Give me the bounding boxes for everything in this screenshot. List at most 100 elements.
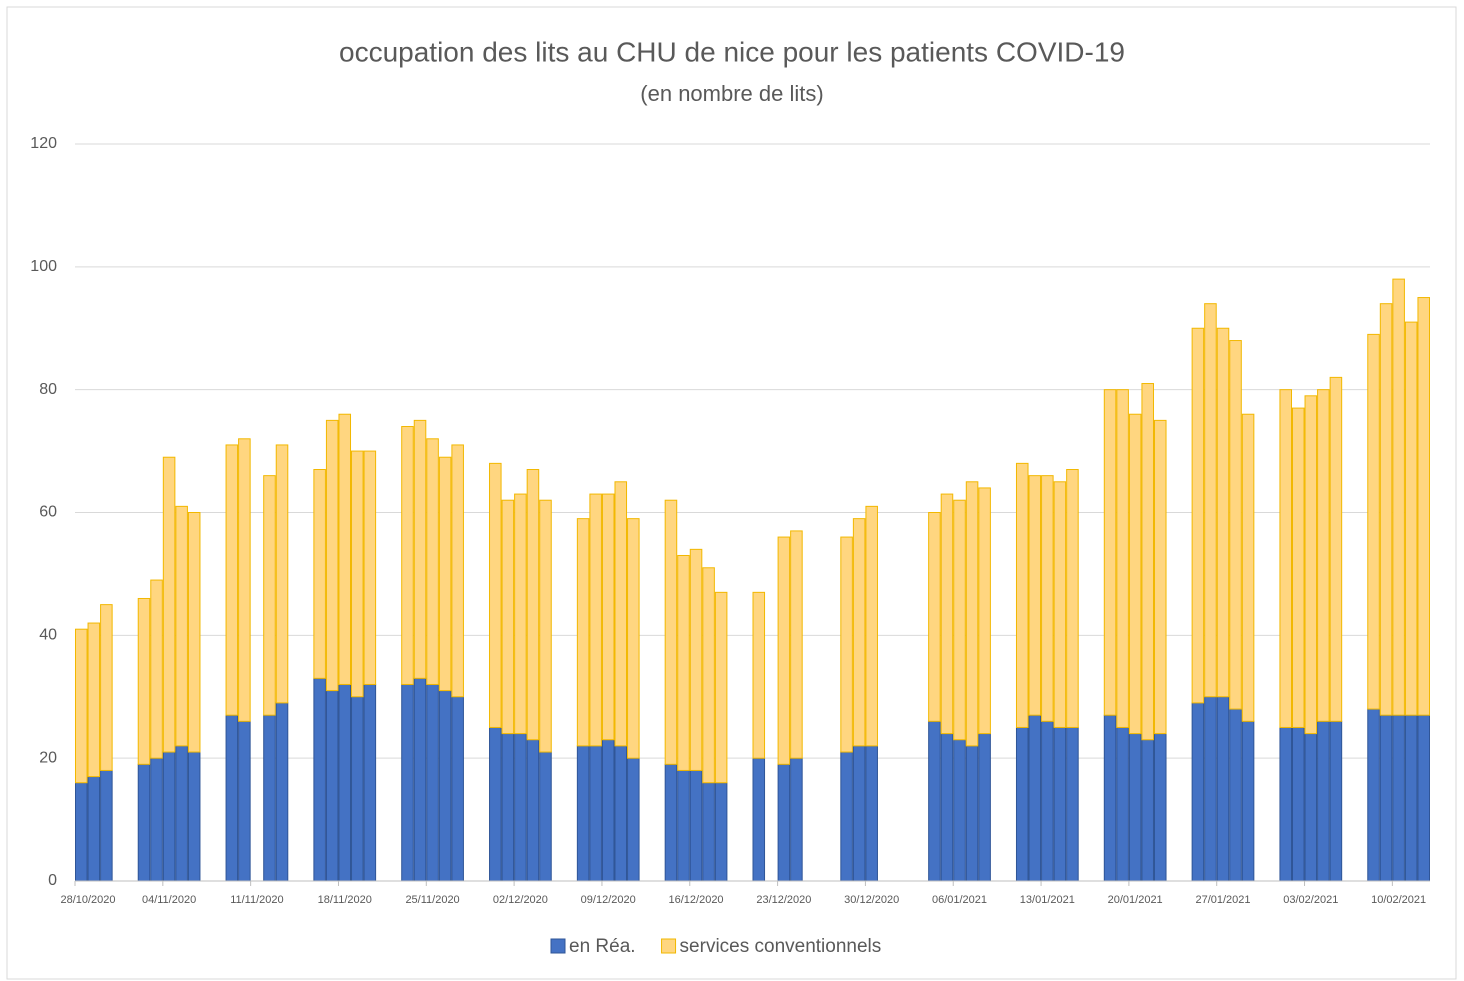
- bar-segment: [539, 751, 552, 882]
- y-tick-label: 120: [30, 135, 57, 152]
- bar-segment: [1216, 696, 1230, 882]
- bar-segment: [187, 751, 201, 882]
- bar-segment: [677, 554, 690, 771]
- bar-segment: [413, 419, 427, 679]
- bar-segment: [313, 469, 326, 679]
- bar-segment: [714, 782, 728, 882]
- bar-segment: [363, 683, 377, 882]
- bar-segment: [965, 481, 979, 747]
- bar-segment: [150, 757, 163, 882]
- bar-segment: [1015, 462, 1029, 728]
- x-tick-label: 25/11/2020: [405, 894, 459, 906]
- x-tick-label: 28/10/2020: [60, 894, 115, 906]
- bar-segment: [1379, 303, 1393, 716]
- bar-segment: [852, 745, 866, 882]
- bar-segment: [1404, 714, 1418, 882]
- bar-segment: [1204, 303, 1217, 698]
- bar-segment: [1041, 720, 1054, 882]
- bar-segment: [689, 548, 703, 771]
- bar-segment: [614, 481, 628, 747]
- bar-segment: [325, 690, 339, 882]
- bar-segment: [1053, 726, 1067, 882]
- bar-segment: [1229, 340, 1242, 710]
- x-tick-label: 11/11/2020: [230, 894, 283, 906]
- bar-segment: [451, 444, 464, 698]
- bar-segment: [576, 518, 590, 747]
- bar-segment: [426, 438, 439, 685]
- bar-segment: [162, 751, 176, 882]
- bar-segment: [338, 413, 352, 685]
- legend-swatch: [550, 938, 566, 954]
- legend-label: en Réa.: [569, 936, 636, 957]
- x-tick-label: 03/02/2021: [1283, 894, 1338, 906]
- chart-title: occupation des lits au CHU de nice pour …: [339, 36, 1125, 67]
- bar-segment: [263, 714, 276, 882]
- bar-segment: [263, 475, 276, 716]
- bar-segment: [225, 714, 239, 882]
- x-tick-label: 13/01/2021: [1020, 894, 1075, 906]
- bar-segment: [1128, 733, 1142, 882]
- bar-segment: [940, 733, 954, 882]
- bar-segment: [238, 438, 251, 722]
- y-tick-label: 40: [39, 627, 57, 644]
- bar-segment: [87, 776, 101, 882]
- bar-segment: [401, 426, 414, 685]
- bar-segment: [702, 782, 715, 882]
- bar-segment: [438, 456, 452, 692]
- bar-segment: [1379, 714, 1393, 882]
- bar-segment: [501, 733, 515, 882]
- bar-segment: [1279, 726, 1292, 882]
- bar-segment: [1103, 714, 1117, 882]
- bar-segment: [852, 518, 866, 747]
- bar-segment: [1191, 327, 1205, 704]
- bar-segment: [953, 739, 966, 882]
- bar-segment: [1028, 475, 1042, 716]
- bar-segment: [627, 757, 640, 882]
- x-tick-label: 18/11/2020: [318, 894, 372, 906]
- x-tick-label: 10/02/2021: [1371, 894, 1426, 906]
- bar-segment: [1053, 481, 1067, 728]
- bar-segment: [1417, 297, 1431, 716]
- bar-segment: [1304, 733, 1318, 882]
- bar-segment: [601, 493, 615, 741]
- bar-segment: [275, 702, 289, 882]
- bar-segment: [100, 604, 113, 771]
- bar-segment: [75, 782, 88, 882]
- y-tick-label: 100: [30, 258, 57, 275]
- bar-segment: [1392, 714, 1405, 882]
- bar-segment: [1153, 733, 1167, 882]
- bar-segment: [940, 493, 954, 735]
- bar-segment: [840, 751, 853, 882]
- x-tick-label: 02/12/2020: [493, 894, 548, 906]
- bar-segment: [614, 745, 628, 882]
- bar-segment: [1329, 720, 1343, 882]
- bar-segment: [1216, 327, 1230, 698]
- bar-segment: [1404, 321, 1418, 716]
- x-tick-label: 30/12/2020: [844, 894, 899, 906]
- bar-segment: [790, 757, 803, 882]
- bar-segment: [702, 567, 715, 784]
- bar-segment: [1241, 413, 1255, 722]
- y-tick-label: 80: [39, 381, 57, 398]
- bar-segment: [238, 720, 251, 882]
- bar-segment: [627, 518, 640, 759]
- bar-segment: [978, 733, 991, 882]
- bar-segment: [1141, 739, 1154, 882]
- bar-segment: [1392, 278, 1405, 716]
- bar-segment: [1417, 714, 1431, 882]
- bar-segment: [1204, 696, 1217, 882]
- bar-segment: [175, 745, 188, 882]
- bar-segment: [576, 745, 590, 882]
- bar-segment: [714, 591, 728, 784]
- bar-segment: [514, 493, 527, 735]
- y-tick-label: 0: [48, 872, 57, 889]
- legend-swatch: [661, 938, 677, 954]
- bar-segment: [1329, 376, 1343, 722]
- bar-segment: [137, 763, 151, 882]
- x-tick-label: 04/11/2020: [142, 894, 196, 906]
- bar-segment: [351, 696, 364, 882]
- bar-segment: [338, 683, 352, 882]
- bar-segment: [777, 536, 791, 765]
- bar-segment: [225, 444, 239, 716]
